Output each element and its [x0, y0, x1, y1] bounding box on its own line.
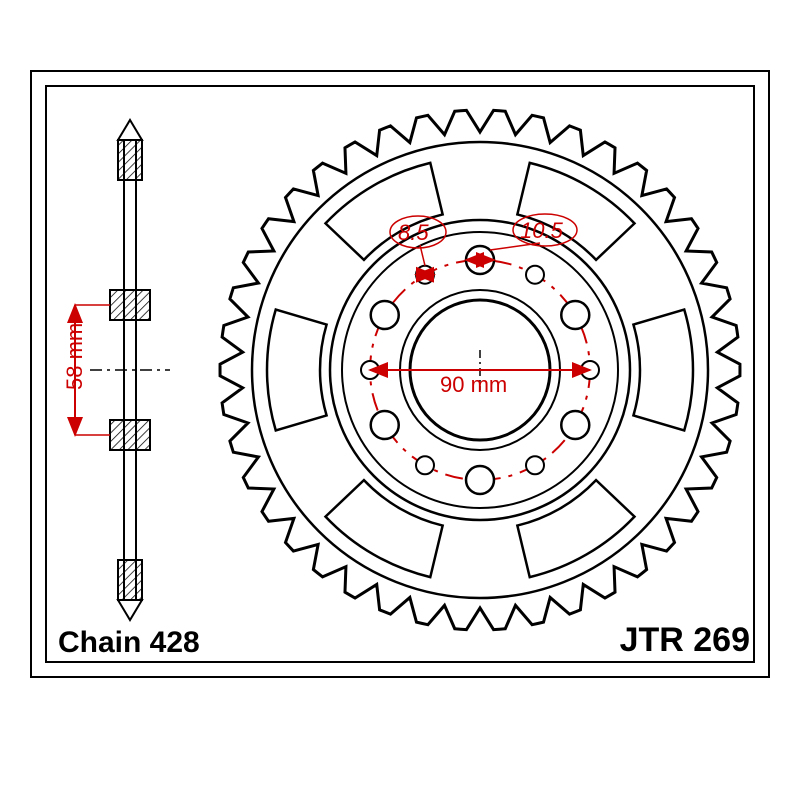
- sprocket-side-view: [90, 120, 170, 620]
- part-number-label: JTR 269: [620, 621, 750, 660]
- dim-10-5: 10.5: [520, 218, 563, 244]
- dim-90mm: 90 mm: [440, 372, 507, 398]
- dim-58mm: 58 mm: [62, 323, 88, 390]
- chain-label: Chain 428: [58, 626, 200, 660]
- dim-8-5: 8.5: [398, 220, 429, 246]
- diagram-svg: [0, 0, 800, 800]
